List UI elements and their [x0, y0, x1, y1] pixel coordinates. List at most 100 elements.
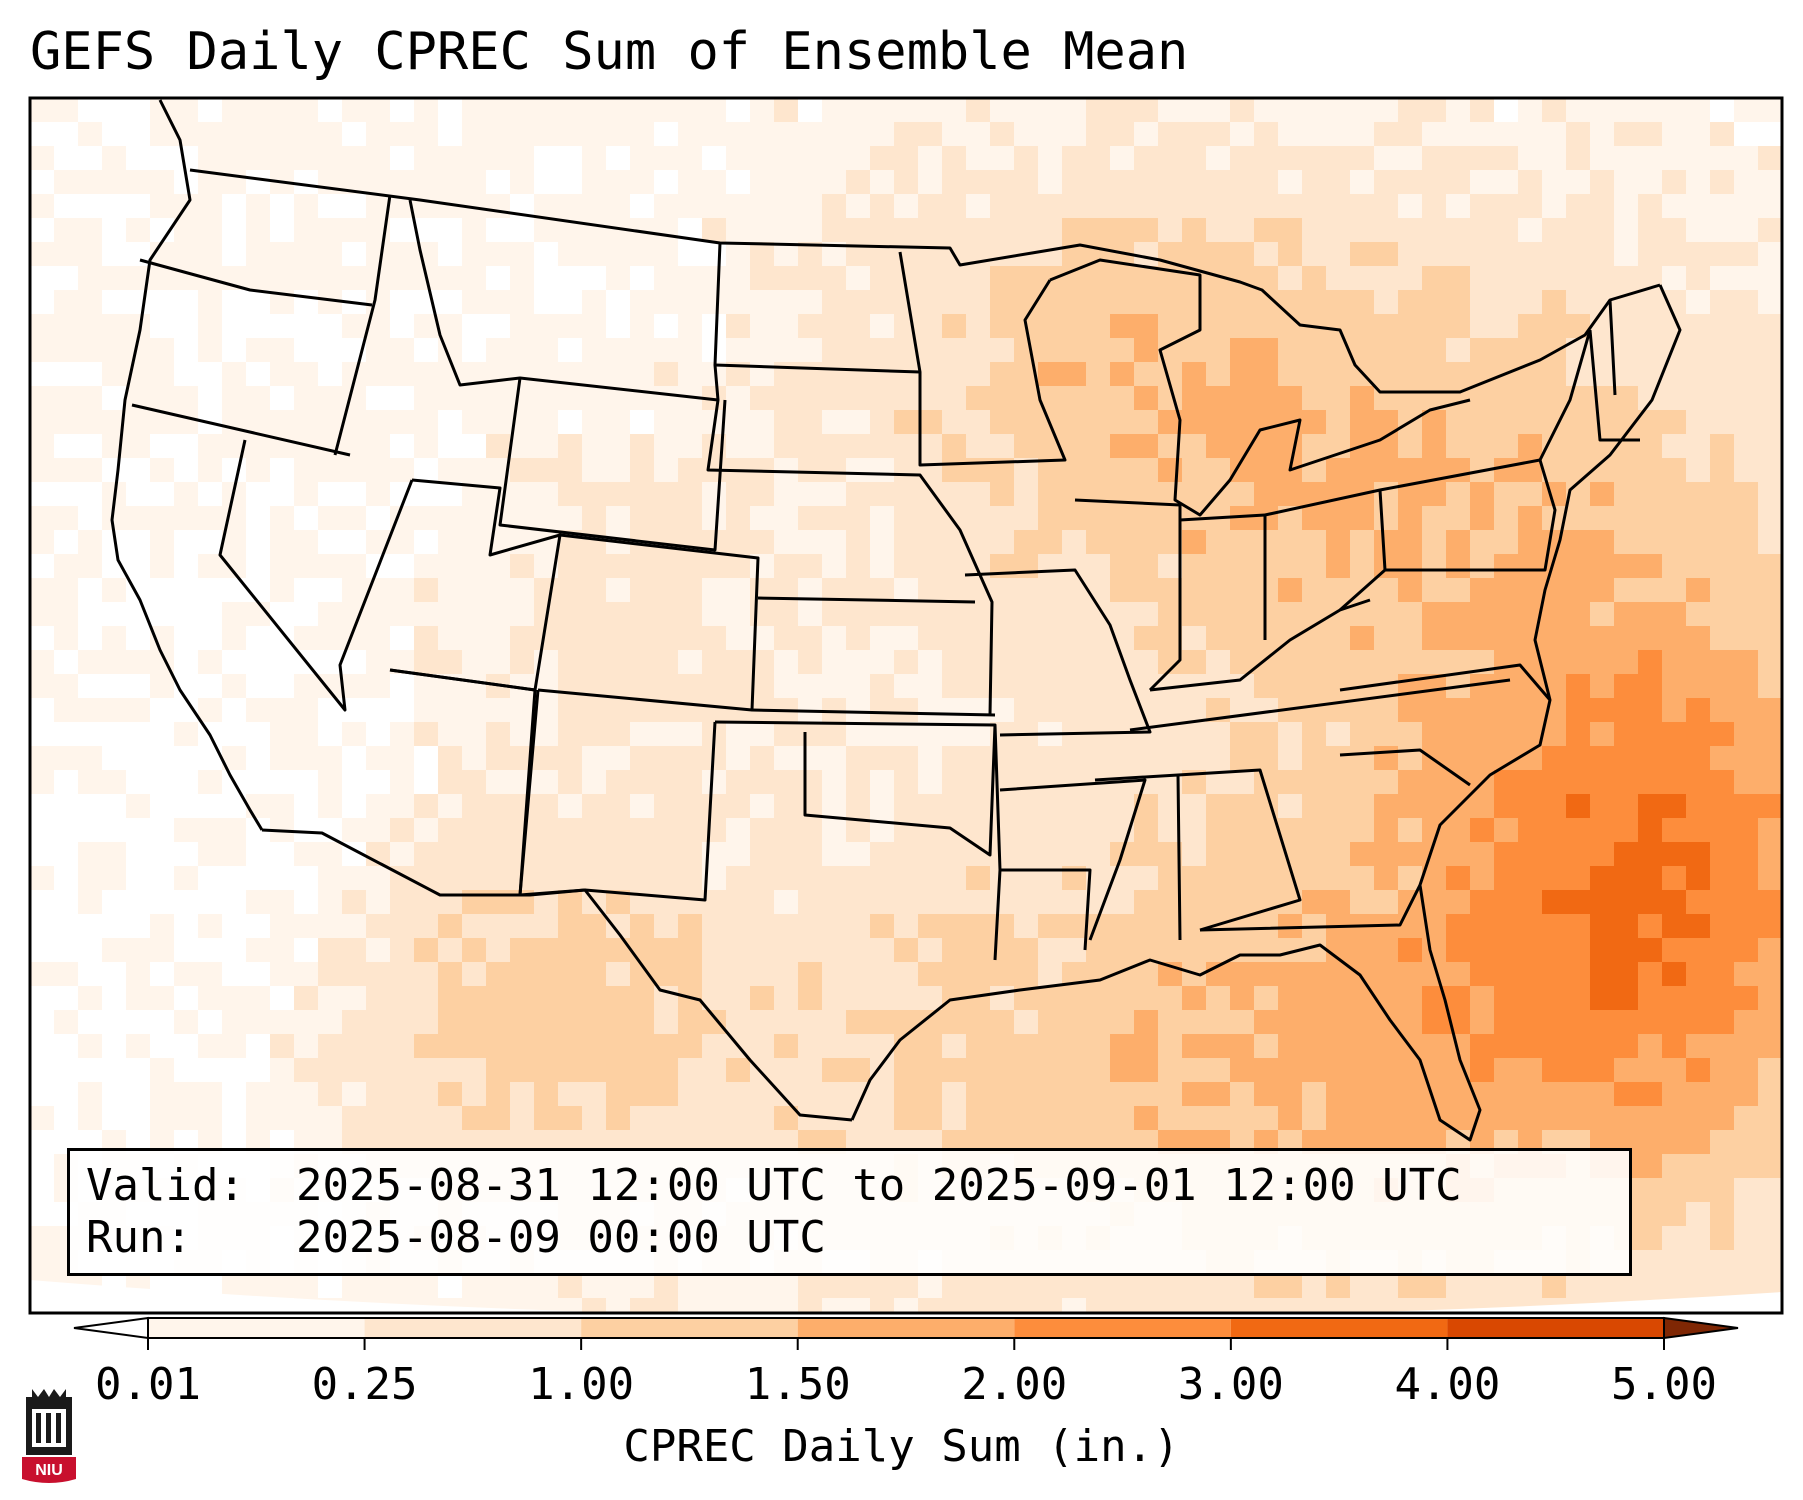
precip-cell: [1758, 338, 1782, 363]
precip-cell: [606, 986, 631, 1011]
precip-cell: [870, 482, 895, 507]
precip-cell: [414, 530, 439, 555]
precip-cell: [1134, 314, 1159, 339]
precip-cell: [1494, 314, 1519, 339]
precip-cell: [1686, 1202, 1711, 1227]
precip-cell: [174, 578, 199, 603]
precip-cell: [1614, 1274, 1639, 1299]
precip-cell: [1158, 314, 1183, 339]
precip-cell: [30, 458, 55, 483]
precip-cell: [102, 578, 127, 603]
precip-cell: [30, 98, 55, 123]
precip-cell: [870, 98, 895, 123]
precip-cell: [1278, 962, 1303, 987]
precip-cell: [1470, 818, 1495, 843]
precip-cell: [606, 338, 631, 363]
precip-cell: [150, 770, 175, 795]
precip-cell: [1710, 122, 1735, 147]
precip-cell: [942, 602, 967, 627]
precip-cell: [1518, 794, 1543, 819]
precip-cell: [1590, 746, 1615, 771]
precip-cell: [990, 170, 1015, 195]
precip-cell: [366, 482, 391, 507]
precip-cell: [582, 314, 607, 339]
precip-cell: [1518, 530, 1543, 555]
precip-cell: [1014, 650, 1039, 675]
precip-cell: [1302, 218, 1327, 243]
precip-cell: [990, 218, 1015, 243]
precip-cell: [582, 98, 607, 123]
precip-cell: [1734, 1010, 1759, 1035]
precip-cell: [1278, 722, 1303, 747]
precip-cell: [1566, 890, 1591, 915]
precip-cell: [1470, 578, 1495, 603]
precip-cell: [1254, 674, 1279, 699]
precip-cell: [1398, 338, 1423, 363]
precip-cell: [1542, 890, 1567, 915]
precip-cell: [678, 122, 703, 147]
precip-cell: [1518, 1106, 1543, 1131]
precip-cell: [726, 194, 751, 219]
precip-cell: [846, 650, 871, 675]
precip-cell: [558, 650, 583, 675]
precip-cell: [1734, 290, 1759, 315]
precip-cell: [774, 506, 799, 531]
precip-cell: [294, 890, 319, 915]
precip-cell: [798, 506, 823, 531]
precip-cell: [1638, 938, 1663, 963]
precip-cell: [30, 1106, 55, 1131]
precip-cell: [510, 122, 535, 147]
precip-cell: [1230, 1010, 1255, 1035]
precip-cell: [678, 314, 703, 339]
precip-cell: [1494, 338, 1519, 363]
precip-cell: [1206, 314, 1231, 339]
info-box: Valid: 2025-08-31 12:00 UTC to 2025-09-01…: [67, 1148, 1632, 1276]
precip-cell: [870, 1034, 895, 1059]
precip-cell: [822, 218, 847, 243]
precip-cell: [1638, 1154, 1663, 1179]
precip-cell: [798, 674, 823, 699]
precip-cell: [1206, 842, 1231, 867]
precip-cell: [1206, 650, 1231, 675]
precip-cell: [558, 794, 583, 819]
precip-cell: [1446, 626, 1471, 651]
precip-cell: [942, 1298, 967, 1313]
precip-cell: [486, 698, 511, 723]
precip-cell: [990, 242, 1015, 267]
precip-cell: [1326, 314, 1351, 339]
precip-cell: [1614, 1106, 1639, 1131]
precip-cell: [222, 698, 247, 723]
precip-cell: [1374, 218, 1399, 243]
precip-cell: [1398, 962, 1423, 987]
niu-castle-logo-icon: NIU: [22, 1389, 76, 1483]
precip-cell: [222, 938, 247, 963]
precip-cell: [606, 266, 631, 291]
precip-cell: [582, 602, 607, 627]
precip-cell: [1566, 170, 1591, 195]
precip-cell: [246, 146, 271, 171]
precip-cell: [870, 290, 895, 315]
precip-cell: [1614, 698, 1639, 723]
precip-cell: [1590, 1034, 1615, 1059]
precip-cell: [1494, 122, 1519, 147]
precip-cell: [1374, 866, 1399, 891]
precip-cell: [654, 194, 679, 219]
precip-cell: [918, 362, 943, 387]
precip-cell: [126, 986, 151, 1011]
precip-cell: [1134, 458, 1159, 483]
precip-cell: [774, 842, 799, 867]
precip-cell: [1278, 194, 1303, 219]
precip-cell: [1686, 842, 1711, 867]
precip-cell: [342, 1034, 367, 1059]
precip-cell: [1038, 362, 1063, 387]
precip-cell: [1542, 362, 1567, 387]
precip-cell: [342, 722, 367, 747]
precip-cell: [798, 746, 823, 771]
precip-cell: [558, 722, 583, 747]
precip-cell: [582, 362, 607, 387]
precip-cell: [510, 362, 535, 387]
precip-cell: [1734, 650, 1759, 675]
precip-cell: [1566, 1010, 1591, 1035]
precip-cell: [1014, 914, 1039, 939]
precip-cell: [846, 314, 871, 339]
